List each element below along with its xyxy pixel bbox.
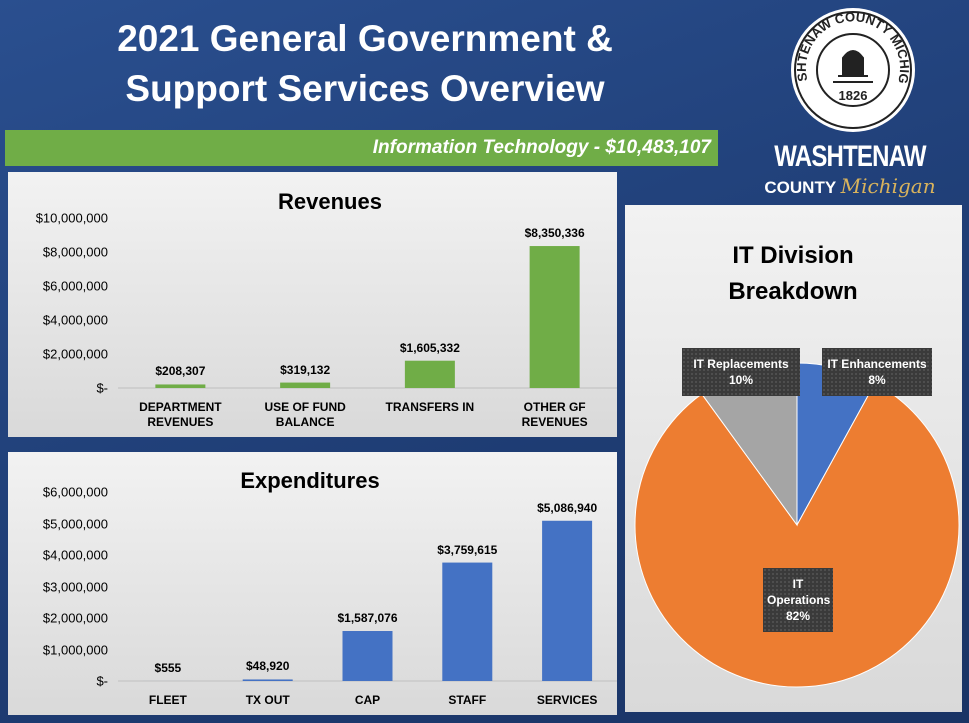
logo-name: WASHTENAW — [774, 140, 926, 173]
y-tick-label: $1,000,000 — [42, 642, 108, 657]
value-label: $1,605,332 — [399, 340, 460, 355]
x-tick-label: OTHER GF REVENUES — [521, 400, 588, 429]
y-tick-label: $2,000,000 — [42, 610, 108, 626]
pie-label-value: 10% — [728, 373, 754, 387]
subtitle-bar — [5, 130, 718, 166]
pie-label-name: IT Enhancements — [827, 357, 927, 371]
value-label: $5,086,940 — [537, 500, 598, 515]
expenditures-panel — [8, 452, 617, 715]
pie-label: IT Operations 82% — [763, 568, 833, 632]
value-label: $48,920 — [245, 659, 290, 674]
value-label: $1,587,076 — [337, 611, 398, 625]
x-tick-label: SERVICES — [536, 693, 598, 707]
bar — [342, 631, 393, 681]
pie-label-name: IT Replacements — [693, 357, 789, 371]
y-tick-label: $4,000,000 — [42, 547, 108, 563]
y-tick-label: $5,000,000 — [42, 516, 108, 531]
seal-text-path: WASHTENAW COUNTY MICHIGAN — [0, 0, 912, 85]
y-tick-label: $2,000,000 — [42, 346, 108, 362]
value-label: $319,132 — [280, 362, 331, 377]
y-tick-label: $- — [96, 380, 108, 396]
pie-label-name: IT Operations — [767, 577, 831, 607]
revenues-panel — [8, 172, 617, 437]
bar — [155, 384, 206, 388]
value-label: $208,307 — [155, 364, 206, 379]
x-tick-label: STAFF — [448, 693, 487, 707]
x-tick-label: FLEET — [148, 693, 187, 707]
value-label: $555 — [154, 660, 182, 675]
chart-title: Expenditures — [240, 468, 380, 493]
x-tick-label: TX OUT — [245, 693, 290, 707]
title: 2021 General Government & Support Servic… — [117, 18, 613, 109]
logo-state: Michigan — [840, 174, 936, 198]
value-label: $3,759,615 — [437, 542, 498, 557]
y-tick-label: $4,000,000 — [42, 312, 108, 328]
pie-label-value: 82% — [785, 609, 811, 623]
seal-inner — [816, 33, 890, 107]
bar — [280, 382, 331, 388]
bar — [442, 562, 493, 681]
pie-label: IT Enhancements 8% — [822, 348, 932, 396]
bar — [542, 520, 593, 681]
x-tick-label: DEPARTMENT REVENUES — [139, 400, 222, 429]
pie-label-value: 8% — [868, 373, 886, 387]
y-tick-label: $3,000,000 — [42, 579, 108, 594]
bar — [529, 246, 580, 388]
value-label: $8,350,336 — [524, 226, 585, 241]
x-tick-label: CAP — [354, 693, 381, 707]
chart-title: Revenues — [278, 189, 382, 214]
x-tick-label: USE OF FUND BALANCE — [264, 400, 346, 429]
y-tick-label: $6,000,000 — [42, 484, 108, 500]
pie-label: IT Replacements 10% — [682, 348, 800, 396]
bar — [404, 360, 455, 388]
bar — [242, 679, 293, 681]
chart-title: IT Division Breakdown — [728, 242, 858, 305]
x-tick-label: TRANSFERS IN — [385, 400, 475, 414]
y-tick-label: $- — [96, 673, 108, 689]
logo-seal: WASHTENAW COUNTY MICHIGAN 1826 — [0, 0, 915, 132]
y-tick-label: $8,000,000 — [42, 244, 108, 260]
y-tick-label: $6,000,000 — [42, 278, 108, 294]
logo-county-word: COUNTY — [764, 178, 836, 197]
subtitle: Information Technology - $10,483,107 — [372, 137, 711, 158]
seal-text: WASHTENAW COUNTY MICHIGAN — [0, 0, 912, 85]
seal-icon — [833, 50, 873, 83]
pie-slice — [634, 382, 960, 688]
logo-county: COUNTY Michigan — [730, 174, 969, 198]
y-tick-label: $10,000,000 — [35, 210, 108, 226]
seal-year: 1826 — [839, 88, 868, 103]
seal-ring — [794, 11, 912, 129]
